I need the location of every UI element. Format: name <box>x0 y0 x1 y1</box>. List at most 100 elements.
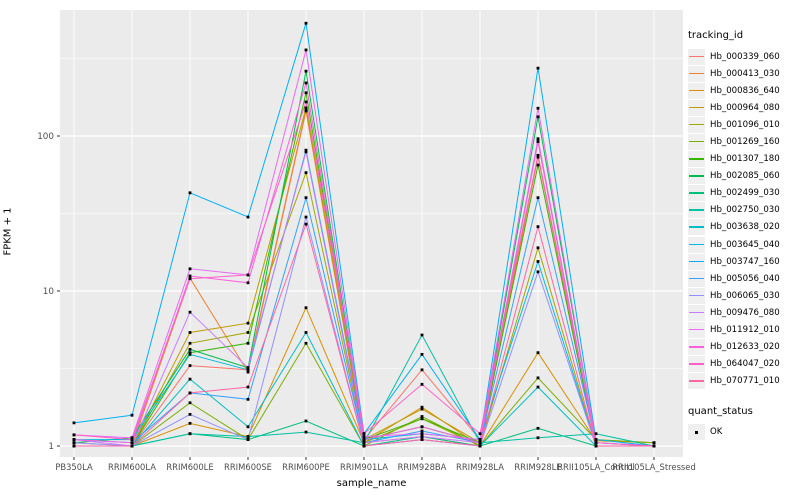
legend-item: Hb_001269_160 <box>688 133 800 151</box>
series-color-line-icon <box>689 380 704 382</box>
data-point <box>478 441 482 445</box>
series-color-line-icon <box>689 192 704 194</box>
data-point <box>594 438 598 441</box>
legend-item: Hb_005056_040 <box>688 270 800 287</box>
legend-key-swatch <box>688 82 705 99</box>
data-point <box>536 376 540 380</box>
legend-key-swatch <box>688 65 705 82</box>
data-point <box>304 106 308 110</box>
data-point <box>536 153 540 157</box>
data-point <box>188 310 192 314</box>
legend-tracking-items: Hb_000339_060 Hb_000413_030 Hb_000836_640 H… <box>688 48 800 390</box>
legend-item: Hb_003747_160 <box>688 253 800 270</box>
x-tick-label: RRIM928LE <box>514 462 561 472</box>
data-point <box>362 432 366 436</box>
data-point <box>304 21 308 25</box>
data-point <box>246 368 250 372</box>
legend-key-swatch <box>688 339 705 356</box>
x-tick-label: PB350LA <box>55 462 93 472</box>
legend-item: Hb_001096_010 <box>688 116 800 133</box>
data-point <box>420 405 424 409</box>
data-point <box>246 366 250 370</box>
data-point <box>188 277 192 281</box>
legend-item: Hb_070771_010 <box>688 373 800 390</box>
legend-item: Hb_006065_030 <box>688 287 800 304</box>
legend-item: Hb_012633_020 <box>688 339 800 356</box>
legend-item: Hb_000339_060 <box>688 48 800 65</box>
data-point <box>536 260 540 263</box>
legend-item: Hb_002085_060 <box>688 168 800 185</box>
legend-key-swatch <box>688 219 705 236</box>
data-point <box>304 81 308 85</box>
legend-item: Hb_000836_640 <box>688 82 800 99</box>
x-tick-label: RRIM928LA <box>456 462 504 472</box>
legend-item-label: Hb_070771_010 <box>710 376 780 387</box>
legend-key-swatch <box>688 48 705 65</box>
series-color-line-icon <box>689 346 704 348</box>
data-point <box>420 438 424 441</box>
data-point <box>304 91 308 95</box>
legend-item-label: Hb_001096_010 <box>710 119 780 130</box>
data-point <box>536 115 540 119</box>
data-point <box>594 444 598 448</box>
series-color-line-icon <box>689 209 704 211</box>
legend-item: Hb_000413_030 <box>688 65 800 82</box>
x-tick-label: RRIM600LA <box>108 462 156 472</box>
x-tick-label: RRIM600PE <box>282 462 330 472</box>
data-point <box>304 222 308 226</box>
data-point <box>420 425 424 429</box>
data-point <box>536 155 540 159</box>
legend-key-swatch <box>688 99 705 116</box>
data-point <box>420 382 424 386</box>
series-color-line-icon <box>689 294 704 297</box>
x-tick-label: RRII105LA_Control <box>557 462 635 472</box>
data-point <box>304 419 308 423</box>
data-point <box>130 444 134 448</box>
legend-item-label: Hb_006065_030 <box>710 290 780 301</box>
legend-key-swatch <box>688 236 705 253</box>
legend-item: Hb_009476_080 <box>688 304 800 321</box>
data-point <box>188 341 192 345</box>
data-point <box>188 377 192 381</box>
legend-item-label: Hb_064047_020 <box>710 359 780 370</box>
data-point <box>420 333 424 337</box>
legend-item: Hb_064047_020 <box>688 356 800 373</box>
data-point <box>246 215 250 219</box>
data-point <box>536 225 540 229</box>
legend-item: Hb_003638_020 <box>688 219 800 236</box>
data-point <box>304 150 308 154</box>
quant-ok-key <box>688 424 705 441</box>
legend-key-swatch <box>688 373 705 390</box>
plot-panel <box>60 10 683 457</box>
data-point <box>130 438 134 441</box>
legend-key-swatch <box>688 253 705 270</box>
data-point <box>304 196 308 200</box>
data-point <box>304 48 308 52</box>
series-color-line-icon <box>689 158 704 160</box>
data-point <box>536 436 540 440</box>
legend-item-label: Hb_003638_020 <box>710 222 780 233</box>
black-point-icon <box>695 430 699 435</box>
data-point <box>188 412 192 416</box>
data-point <box>362 435 366 438</box>
data-point <box>594 432 598 436</box>
data-point <box>246 331 250 334</box>
data-point <box>420 407 424 411</box>
data-point <box>536 66 540 70</box>
legend-key-swatch <box>688 185 705 202</box>
legend-key-swatch <box>688 304 705 321</box>
data-point <box>246 397 250 401</box>
legend-tracking-title: tracking_id <box>688 30 744 41</box>
legend-key-swatch <box>688 322 705 339</box>
x-tick-label: RRII105LA_Stressed <box>612 462 696 472</box>
legend-item: Hb_001307_180 <box>688 151 800 168</box>
data-point <box>304 430 308 434</box>
series-color-line-icon <box>689 260 704 263</box>
legend-key-swatch <box>688 134 705 151</box>
data-point <box>72 444 76 448</box>
data-point <box>362 441 366 445</box>
legend-item-label: Hb_012633_020 <box>710 342 780 353</box>
series-color-line-icon <box>689 329 704 331</box>
y-tick-label: 10 <box>43 287 55 297</box>
